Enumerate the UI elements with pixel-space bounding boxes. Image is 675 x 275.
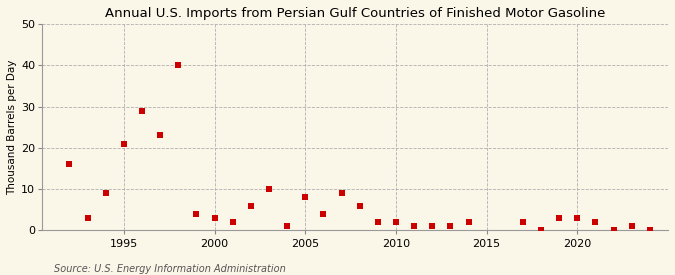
Point bbox=[227, 220, 238, 224]
Text: Source: U.S. Energy Information Administration: Source: U.S. Energy Information Administ… bbox=[54, 264, 286, 274]
Point bbox=[408, 224, 419, 229]
Point bbox=[246, 204, 256, 208]
Point bbox=[554, 216, 564, 220]
Point bbox=[300, 195, 310, 200]
Point bbox=[281, 224, 292, 229]
Point bbox=[136, 108, 147, 113]
Y-axis label: Thousand Barrels per Day: Thousand Barrels per Day bbox=[7, 59, 17, 195]
Point bbox=[209, 216, 220, 220]
Point bbox=[118, 142, 129, 146]
Point bbox=[572, 216, 583, 220]
Point bbox=[373, 220, 383, 224]
Point bbox=[391, 220, 402, 224]
Point bbox=[536, 228, 547, 233]
Point bbox=[608, 228, 619, 233]
Point bbox=[626, 224, 637, 229]
Point bbox=[191, 212, 202, 216]
Title: Annual U.S. Imports from Persian Gulf Countries of Finished Motor Gasoline: Annual U.S. Imports from Persian Gulf Co… bbox=[105, 7, 605, 20]
Point bbox=[263, 187, 274, 191]
Point bbox=[463, 220, 474, 224]
Point bbox=[645, 228, 655, 233]
Point bbox=[354, 204, 365, 208]
Point bbox=[64, 162, 75, 167]
Point bbox=[336, 191, 347, 196]
Point bbox=[590, 220, 601, 224]
Point bbox=[155, 133, 165, 138]
Point bbox=[173, 63, 184, 67]
Point bbox=[427, 224, 437, 229]
Point bbox=[82, 216, 93, 220]
Point bbox=[518, 220, 529, 224]
Point bbox=[445, 224, 456, 229]
Point bbox=[101, 191, 111, 196]
Point bbox=[318, 212, 329, 216]
